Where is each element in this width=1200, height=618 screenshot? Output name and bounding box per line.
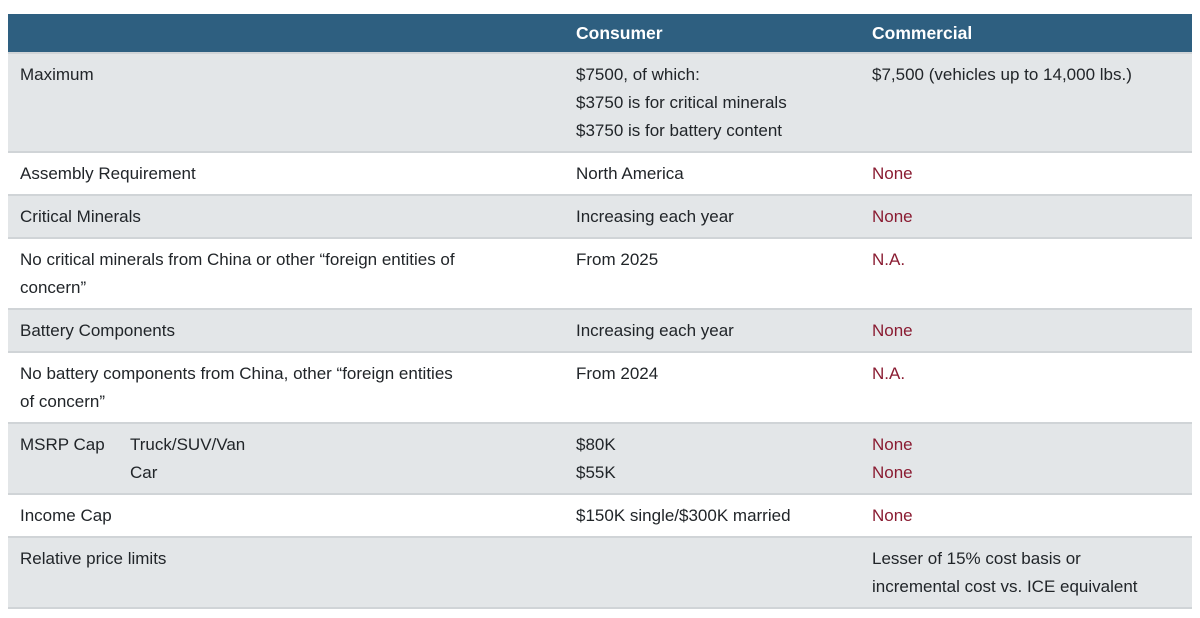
row-label-cell: MSRP Cap Truck/SUV/Van Car	[8, 422, 564, 494]
row-label-cell: Assembly Requirement	[8, 151, 564, 195]
commercial-value: N.A.	[872, 364, 906, 383]
consumer-cell: $7500, of which: $3750 is for critical mi…	[564, 52, 860, 152]
commercial-value: None	[872, 463, 913, 482]
row-label: concern”	[20, 278, 87, 297]
commercial-cell: None None	[860, 422, 1192, 494]
consumer-cell: From 2024	[564, 351, 860, 423]
consumer-cell: From 2025	[564, 237, 860, 309]
consumer-value: Increasing each year	[576, 321, 734, 340]
commercial-cell: $7,500 (vehicles up to 14,000 lbs.)	[860, 52, 1192, 152]
table-row: Relative price limits Lesser of 15% cost …	[8, 536, 1192, 609]
commercial-cell: None	[860, 194, 1192, 238]
commercial-value: incremental cost vs. ICE equivalent	[872, 577, 1138, 596]
commercial-cell: N.A.	[860, 351, 1192, 423]
table-row: Critical Minerals Increasing each year Non…	[8, 194, 1192, 238]
consumer-value: From 2024	[576, 364, 659, 383]
commercial-value: None	[872, 207, 913, 226]
consumer-value: From 2025	[576, 250, 659, 269]
header-commercial: Commercial	[860, 14, 1192, 53]
row-label: Income Cap	[20, 506, 112, 525]
row-label: Battery Components	[20, 321, 175, 340]
consumer-value: $7500, of which:	[576, 65, 700, 84]
consumer-cell	[564, 536, 860, 609]
row-label-split: MSRP Cap Truck/SUV/Van Car	[20, 431, 552, 487]
consumer-cell: $80K $55K	[564, 422, 860, 494]
row-label: of concern”	[20, 392, 106, 411]
commercial-cell: None	[860, 151, 1192, 195]
row-sublabel: Car	[130, 463, 158, 482]
commercial-value: None	[872, 435, 913, 454]
commercial-cell: N.A.	[860, 237, 1192, 309]
table-row: Income Cap $150K single/$300K married None	[8, 493, 1192, 537]
row-label-cell: Income Cap	[8, 493, 564, 537]
row-label: Critical Minerals	[20, 207, 141, 226]
consumer-cell: Increasing each year	[564, 194, 860, 238]
consumer-cell: $150K single/$300K married	[564, 493, 860, 537]
header-consumer: Consumer	[564, 14, 860, 53]
consumer-value: $3750 is for critical minerals	[576, 93, 787, 112]
commercial-value: None	[872, 506, 913, 525]
row-label: No battery components from China, other …	[20, 364, 453, 383]
commercial-value: $7,500 (vehicles up to 14,000 lbs.)	[872, 65, 1132, 84]
table-row: No critical minerals from China or other…	[8, 237, 1192, 309]
consumer-cell: Increasing each year	[564, 308, 860, 352]
row-label: Maximum	[20, 65, 94, 84]
consumer-value: $55K	[576, 463, 616, 482]
commercial-cell: Lesser of 15% cost basis or incremental c…	[860, 536, 1192, 609]
commercial-value: None	[872, 321, 913, 340]
commercial-value: Lesser of 15% cost basis or	[872, 549, 1081, 568]
commercial-cell: None	[860, 308, 1192, 352]
row-label: Relative price limits	[20, 549, 167, 568]
table-row: MSRP Cap Truck/SUV/Van Car $80K $55K None None	[8, 422, 1192, 494]
commercial-value: None	[872, 164, 913, 183]
row-label-cell: Battery Components	[8, 308, 564, 352]
consumer-cell: North America	[564, 151, 860, 195]
row-label-cell: Critical Minerals	[8, 194, 564, 238]
table-row: Assembly Requirement North America None	[8, 151, 1192, 195]
row-label: No critical minerals from China or other…	[20, 250, 455, 269]
consumer-value: $3750 is for battery content	[576, 121, 783, 140]
row-sublabel: Truck/SUV/Van	[130, 435, 246, 454]
row-label-cell: No critical minerals from China or other…	[8, 237, 564, 309]
row-label: MSRP Cap	[20, 435, 105, 454]
row-label-cell: No battery components from China, other …	[8, 351, 564, 423]
row-label-cell: Relative price limits	[8, 536, 564, 609]
consumer-value: North America	[576, 164, 684, 183]
consumer-value: Increasing each year	[576, 207, 734, 226]
table-row: Battery Components Increasing each year No…	[8, 308, 1192, 352]
consumer-value: $150K single/$300K married	[576, 506, 791, 525]
table-body: Maximum $7500, of which: $3750 is for crit…	[8, 52, 1192, 609]
commercial-value: N.A.	[872, 250, 906, 269]
row-label: Assembly Requirement	[20, 164, 196, 183]
row-label-cell: Maximum	[8, 52, 564, 152]
table-row: Maximum $7500, of which: $3750 is for crit…	[8, 52, 1192, 152]
header-empty-cell	[8, 14, 564, 53]
table-row: No battery components from China, other …	[8, 351, 1192, 423]
consumer-value: $80K	[576, 435, 616, 454]
header-row: Consumer Commercial	[8, 14, 1192, 53]
row-sublabels: Truck/SUV/Van Car	[130, 431, 245, 487]
comparison-table: Consumer Commercial Maximum $7500, of whi…	[8, 14, 1192, 609]
commercial-cell: None	[860, 493, 1192, 537]
